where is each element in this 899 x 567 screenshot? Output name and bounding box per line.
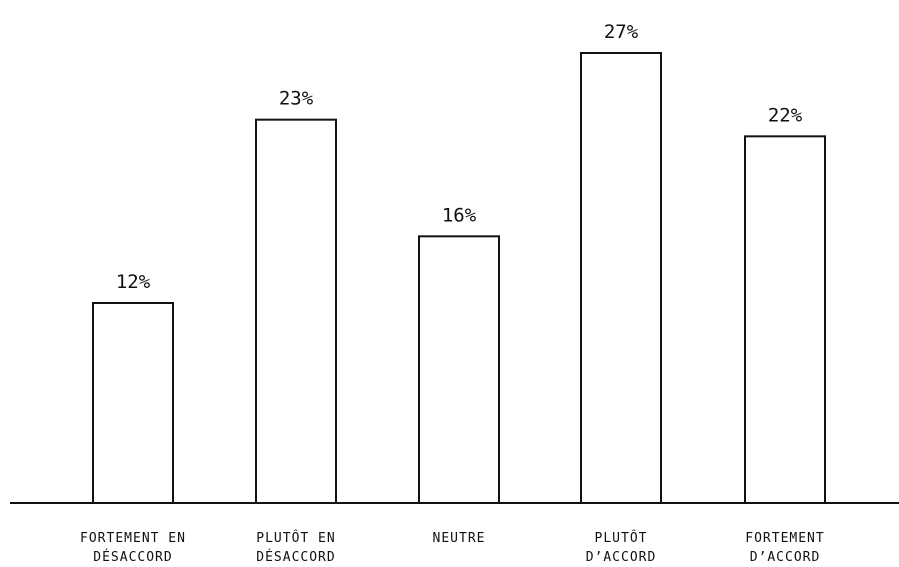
bar-4 [580, 52, 662, 504]
category-label-2: PLUTÔT EN DÉSACCORD [256, 530, 335, 565]
category-label-line: DÉSACCORD [256, 549, 335, 565]
category-label-4: PLUTÔT D’ACCORD [586, 530, 657, 565]
category-labels-group: FORTEMENT EN DÉSACCORD PLUTÔT EN DÉSACCORD N… [80, 530, 824, 565]
category-label-line: D’ACCORD [750, 550, 821, 565]
value-label-2: 23% [279, 88, 314, 110]
category-label-line: NEUTRE [433, 531, 486, 546]
category-label-line: DÉSACCORD [93, 549, 172, 565]
bar-3 [418, 235, 500, 504]
value-label-1: 12% [116, 271, 151, 293]
category-label-line: PLUTÔT [595, 530, 648, 546]
value-label-5: 22% [768, 104, 803, 126]
category-label-5: FORTEMENT D’ACCORD [745, 531, 824, 565]
bar-5 [744, 135, 826, 504]
bar-1 [92, 302, 174, 504]
value-labels-group: 12% 23% 16% 27% 22% [116, 21, 803, 293]
value-label-3: 16% [442, 204, 477, 226]
category-label-1: FORTEMENT EN DÉSACCORD [80, 531, 186, 565]
category-label-3: NEUTRE [433, 531, 486, 546]
category-label-line: FORTEMENT [745, 531, 824, 546]
bar-2 [255, 118, 337, 505]
category-label-line: FORTEMENT EN [80, 531, 186, 546]
category-label-line: PLUTÔT EN [256, 530, 335, 546]
category-label-line: D’ACCORD [586, 550, 657, 565]
value-label-4: 27% [604, 21, 639, 43]
bars-group [92, 52, 826, 505]
